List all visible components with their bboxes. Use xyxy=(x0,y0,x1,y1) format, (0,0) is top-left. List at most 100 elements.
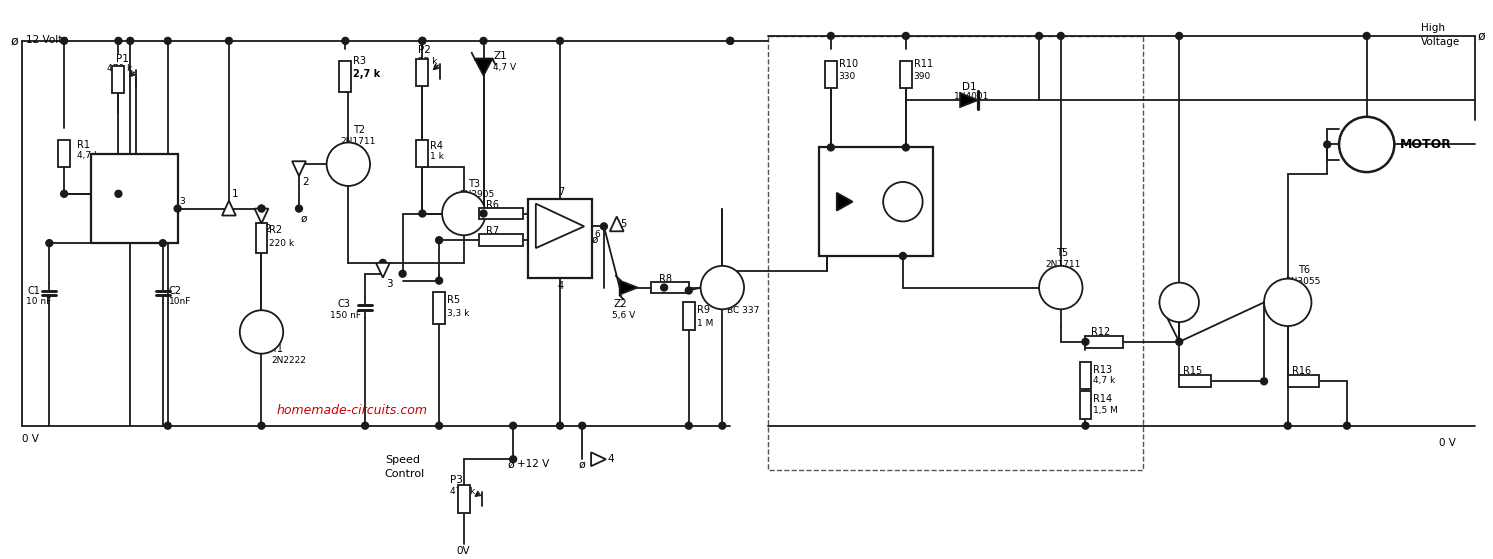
Circle shape xyxy=(258,205,264,212)
Text: C3: C3 xyxy=(337,300,351,309)
Text: 0 V: 0 V xyxy=(22,434,39,444)
Polygon shape xyxy=(376,263,390,278)
Circle shape xyxy=(258,205,264,212)
Text: 820: 820 xyxy=(1293,376,1309,385)
Text: 4: 4 xyxy=(920,242,926,251)
Text: High: High xyxy=(1421,23,1445,33)
Circle shape xyxy=(1176,32,1182,39)
Text: IC3: IC3 xyxy=(855,151,873,162)
Polygon shape xyxy=(475,59,493,75)
Text: P3: P3 xyxy=(449,475,463,485)
Text: R10: R10 xyxy=(839,59,858,69)
Bar xyxy=(479,234,523,246)
Text: 5,6 V: 5,6 V xyxy=(612,311,635,320)
Text: R15: R15 xyxy=(1182,367,1202,377)
Text: R12: R12 xyxy=(1091,327,1111,337)
Circle shape xyxy=(342,37,349,44)
Circle shape xyxy=(1160,283,1199,322)
Text: 7: 7 xyxy=(94,159,100,168)
Circle shape xyxy=(442,192,485,235)
Circle shape xyxy=(1324,141,1330,148)
Text: 4,7 k: 4,7 k xyxy=(78,151,99,160)
Bar xyxy=(1079,362,1091,389)
Text: T4: T4 xyxy=(727,293,739,304)
Bar xyxy=(529,199,593,278)
Text: 12 Volts: 12 Volts xyxy=(25,35,67,45)
Circle shape xyxy=(1036,32,1042,39)
Circle shape xyxy=(361,422,369,429)
Text: 7: 7 xyxy=(532,201,536,210)
Bar xyxy=(1179,376,1211,387)
Circle shape xyxy=(127,37,134,44)
Text: P1: P1 xyxy=(116,54,130,64)
Text: Z2: Z2 xyxy=(614,300,627,309)
Text: 470 k: 470 k xyxy=(449,487,475,496)
Circle shape xyxy=(46,240,52,247)
Text: 4: 4 xyxy=(532,270,536,279)
Circle shape xyxy=(1339,117,1394,172)
Text: ø: ø xyxy=(1477,30,1486,42)
Bar xyxy=(112,65,124,93)
Text: C2: C2 xyxy=(169,286,182,296)
Circle shape xyxy=(436,237,442,244)
Circle shape xyxy=(827,32,835,39)
Text: 1 k: 1 k xyxy=(430,153,443,162)
Text: 2: 2 xyxy=(264,224,272,234)
Text: 1,5 M: 1,5 M xyxy=(1093,406,1118,415)
Bar xyxy=(682,302,694,330)
Text: 2: 2 xyxy=(526,211,530,220)
Circle shape xyxy=(660,284,667,291)
Text: 1 M: 1 M xyxy=(697,319,714,328)
Bar xyxy=(433,292,445,324)
Circle shape xyxy=(600,223,608,230)
Text: 100 k: 100 k xyxy=(482,210,508,219)
Text: 5: 5 xyxy=(158,209,164,217)
Text: BC 337: BC 337 xyxy=(727,306,760,315)
Text: 8: 8 xyxy=(158,159,164,168)
Text: 6: 6 xyxy=(94,209,100,217)
Circle shape xyxy=(115,191,122,197)
Text: R1: R1 xyxy=(78,140,90,150)
Bar xyxy=(58,140,70,167)
Text: M: M xyxy=(1356,135,1378,154)
Circle shape xyxy=(899,253,906,259)
Text: homemade-circuits.com: homemade-circuits.com xyxy=(276,404,427,417)
Text: IC1: IC1 xyxy=(124,168,143,181)
Circle shape xyxy=(902,144,909,151)
Circle shape xyxy=(884,182,923,221)
Text: +: + xyxy=(533,224,543,237)
Text: 22 k: 22 k xyxy=(418,56,437,65)
Circle shape xyxy=(61,37,67,44)
Text: 4,7 V: 4,7 V xyxy=(493,63,517,72)
Circle shape xyxy=(827,144,835,151)
Circle shape xyxy=(327,143,370,186)
Circle shape xyxy=(1176,338,1182,345)
Bar xyxy=(339,60,351,92)
Bar xyxy=(1288,376,1320,387)
Text: –: – xyxy=(534,207,540,220)
Circle shape xyxy=(685,422,693,429)
Text: 7: 7 xyxy=(558,187,564,197)
Circle shape xyxy=(1082,338,1088,345)
Text: 2,7 k: 2,7 k xyxy=(354,69,381,79)
Circle shape xyxy=(481,37,487,44)
Text: 5: 5 xyxy=(620,219,626,229)
Text: 2N1711: 2N1711 xyxy=(1045,260,1081,269)
Circle shape xyxy=(420,37,426,44)
Bar xyxy=(767,36,1142,470)
Text: P2: P2 xyxy=(418,45,431,55)
Bar xyxy=(417,140,428,167)
Bar xyxy=(651,282,688,293)
Text: 1: 1 xyxy=(823,150,827,159)
Circle shape xyxy=(1265,279,1311,326)
Text: 1: 1 xyxy=(231,189,239,199)
Polygon shape xyxy=(536,203,584,248)
Text: 2N2222: 2N2222 xyxy=(272,356,306,364)
Circle shape xyxy=(509,456,517,463)
Bar xyxy=(1079,391,1091,419)
Text: R14: R14 xyxy=(1093,394,1112,404)
Text: 10 nF: 10 nF xyxy=(25,297,51,306)
Circle shape xyxy=(557,422,563,429)
Circle shape xyxy=(1057,32,1065,39)
Text: 10 k: 10 k xyxy=(660,283,679,292)
